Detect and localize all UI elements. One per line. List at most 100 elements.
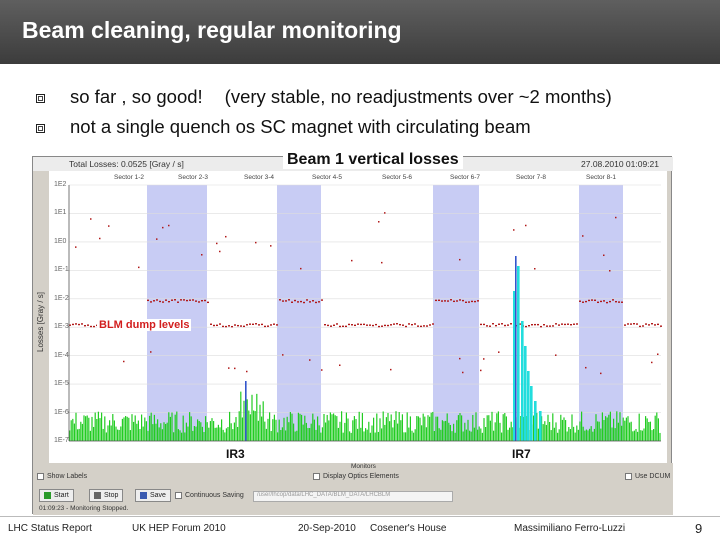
save-button[interactable]: Save: [135, 489, 171, 502]
threshold-mark: [363, 323, 365, 326]
continuous-saving-checkbox[interactable]: Continuous Saving: [175, 492, 244, 499]
loss-bar: [96, 418, 98, 441]
loss-bar: [560, 414, 562, 441]
loss-bar: [222, 429, 224, 441]
loss-bar: [147, 430, 149, 441]
threshold-mark: [618, 301, 620, 303]
threshold-mark: [219, 250, 221, 253]
threshold-mark: [519, 323, 521, 325]
loss-bar: [390, 414, 392, 441]
threshold-mark: [315, 301, 317, 304]
loss-bar: [88, 417, 90, 441]
loss-bar: [483, 418, 485, 441]
loss-bar: [270, 431, 272, 441]
threshold-mark: [435, 299, 437, 302]
loss-bar: [502, 414, 504, 441]
threshold-mark: [351, 259, 353, 262]
threshold-mark: [279, 299, 281, 301]
loss-bar: [464, 422, 466, 441]
threshold-mark: [150, 351, 152, 353]
display-optics-checkbox[interactable]: Display Optics Elements: [313, 473, 399, 480]
y-axis-label: Losses [Gray / s]: [36, 291, 45, 352]
loss-bar: [205, 416, 207, 441]
threshold-mark: [627, 323, 629, 325]
loss-bar: [304, 415, 306, 441]
loss-bar: [533, 415, 535, 441]
threshold-mark: [651, 361, 653, 364]
loss-bar: [181, 432, 183, 441]
threshold-mark: [585, 300, 587, 303]
loss-bar: [563, 417, 565, 441]
loss-bar: [600, 428, 602, 441]
stop-button[interactable]: Stop: [89, 489, 124, 502]
loss-bar: [273, 414, 275, 441]
loss-bar: [197, 419, 199, 441]
threshold-mark: [579, 300, 581, 302]
loss-bar: [112, 414, 114, 441]
threshold-mark: [480, 323, 482, 326]
loss-bar: [371, 425, 373, 441]
arc-region: [579, 185, 623, 441]
loss-bar: [589, 428, 591, 441]
threshold-mark: [657, 323, 659, 326]
save-path-field[interactable]: /user/lhcop/data/LHC_DATA/BLM_DATA/LHCBL…: [253, 491, 453, 502]
threshold-mark: [159, 300, 161, 303]
threshold-mark: [84, 325, 86, 327]
threshold-mark: [306, 299, 308, 301]
threshold-mark: [219, 323, 221, 325]
loss-bar: [441, 420, 443, 441]
loss-bar: [481, 432, 483, 441]
loss-bar: [379, 418, 381, 441]
threshold-mark: [630, 323, 632, 325]
loss-bar: [256, 393, 258, 441]
threshold-mark: [414, 323, 416, 325]
threshold-mark: [420, 325, 422, 328]
threshold-mark: [174, 299, 176, 301]
threshold-mark: [456, 300, 458, 302]
threshold-mark: [261, 323, 263, 326]
loss-bar: [185, 422, 187, 441]
loss-bar: [637, 431, 639, 441]
loss-bar: [323, 413, 325, 441]
threshold-mark: [486, 325, 488, 327]
loss-bar: [315, 429, 317, 441]
loss-bar: [241, 417, 243, 441]
threshold-mark: [384, 324, 386, 327]
use-dcum-checkbox[interactable]: Use DCUM: [625, 473, 670, 480]
loss-bar: [192, 430, 194, 441]
loss-bar: [387, 413, 389, 441]
loss-bar: [246, 399, 248, 441]
loss-bar: [576, 425, 578, 441]
loss-bar: [613, 418, 615, 441]
loss-bar: [408, 427, 410, 441]
threshold-mark: [483, 358, 485, 360]
loss-bar: [376, 413, 378, 441]
arc-region: [433, 185, 479, 441]
plot-title: Beam 1 vertical losses: [283, 151, 463, 169]
loss-bar: [249, 414, 251, 441]
save-label: Save: [150, 492, 166, 499]
loss-bar: [657, 418, 659, 441]
threshold-mark: [201, 300, 203, 302]
loss-bar: [405, 432, 407, 441]
loss-bar: [473, 427, 475, 441]
threshold-mark: [447, 300, 449, 302]
show-labels-checkbox[interactable]: Show Labels: [37, 473, 87, 480]
loss-bar: [201, 426, 203, 441]
threshold-mark: [480, 369, 482, 372]
threshold-mark: [300, 267, 302, 270]
threshold-mark: [282, 354, 284, 356]
start-button[interactable]: Start: [39, 489, 74, 502]
loss-bar: [307, 427, 309, 441]
y-tick-label: 1E-3: [54, 323, 69, 331]
loss-bar: [262, 401, 264, 441]
threshold-mark: [321, 299, 323, 301]
threshold-mark: [123, 360, 125, 363]
threshold-mark: [582, 301, 584, 303]
loss-bar: [544, 421, 546, 441]
loss-bar: [89, 430, 91, 441]
threshold-mark: [564, 323, 566, 326]
threshold-mark: [387, 324, 389, 327]
loss-bar: [509, 427, 511, 441]
threshold-mark: [180, 299, 182, 301]
